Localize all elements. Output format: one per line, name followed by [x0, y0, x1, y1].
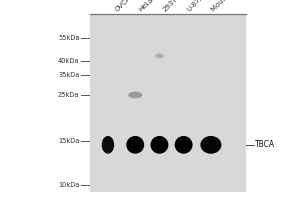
Ellipse shape — [175, 136, 193, 154]
Text: U-87MG: U-87MG — [186, 0, 210, 13]
Text: 40kDa: 40kDa — [58, 58, 80, 64]
Ellipse shape — [128, 92, 142, 98]
Ellipse shape — [150, 136, 168, 154]
Text: TBCA: TBCA — [255, 140, 275, 149]
Ellipse shape — [102, 136, 114, 154]
Text: 15kDa: 15kDa — [58, 138, 80, 144]
Ellipse shape — [155, 53, 164, 58]
Text: OVCAR3: OVCAR3 — [114, 0, 139, 13]
Text: 55kDa: 55kDa — [58, 35, 80, 41]
Text: 25kDa: 25kDa — [58, 92, 80, 98]
Ellipse shape — [126, 136, 144, 154]
Bar — [90, 14, 246, 192]
Text: HeLa: HeLa — [138, 0, 154, 13]
Ellipse shape — [200, 136, 221, 154]
Text: Mouse testis: Mouse testis — [210, 0, 245, 13]
Text: 35kDa: 35kDa — [58, 72, 80, 78]
Text: 10kDa: 10kDa — [58, 182, 80, 188]
Text: 293T: 293T — [162, 0, 178, 13]
